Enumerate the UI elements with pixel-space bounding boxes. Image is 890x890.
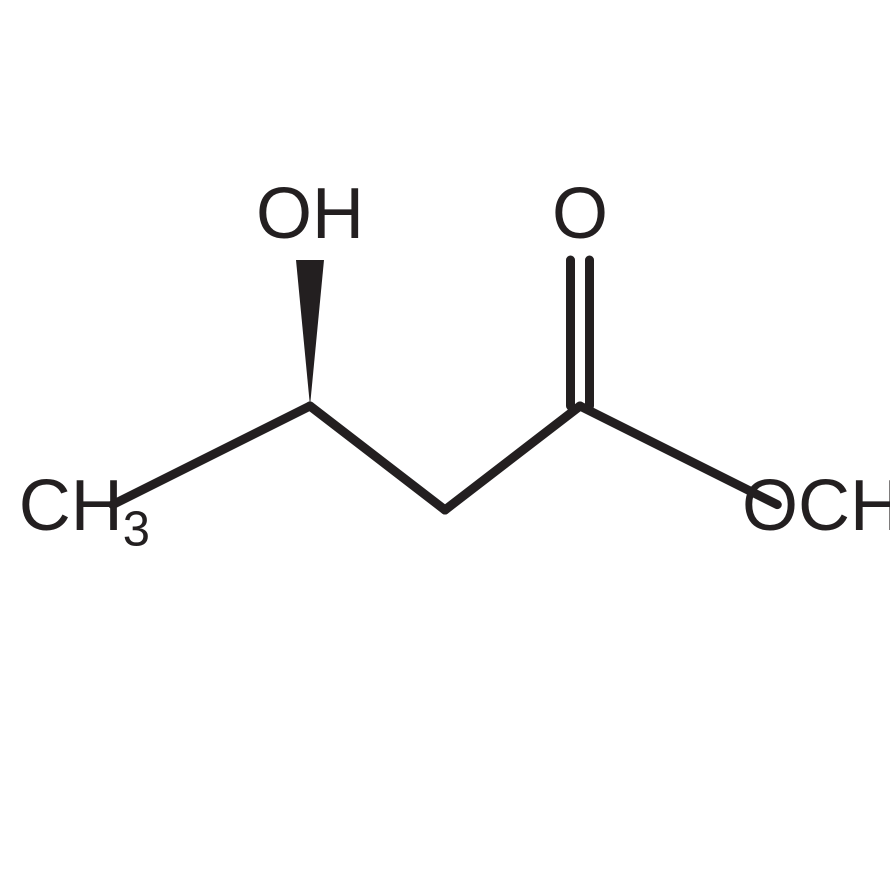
atom-label-o_dbl: O [552,178,608,250]
chemical-structure-canvas: CH3 OH O OCH3 [0,0,890,890]
atom-label-oh: OH [256,178,364,250]
atom-label-ch3_left: CH3 [19,470,150,542]
bond-svg [0,0,890,890]
atom-label-och3: OCH3 [742,470,890,542]
